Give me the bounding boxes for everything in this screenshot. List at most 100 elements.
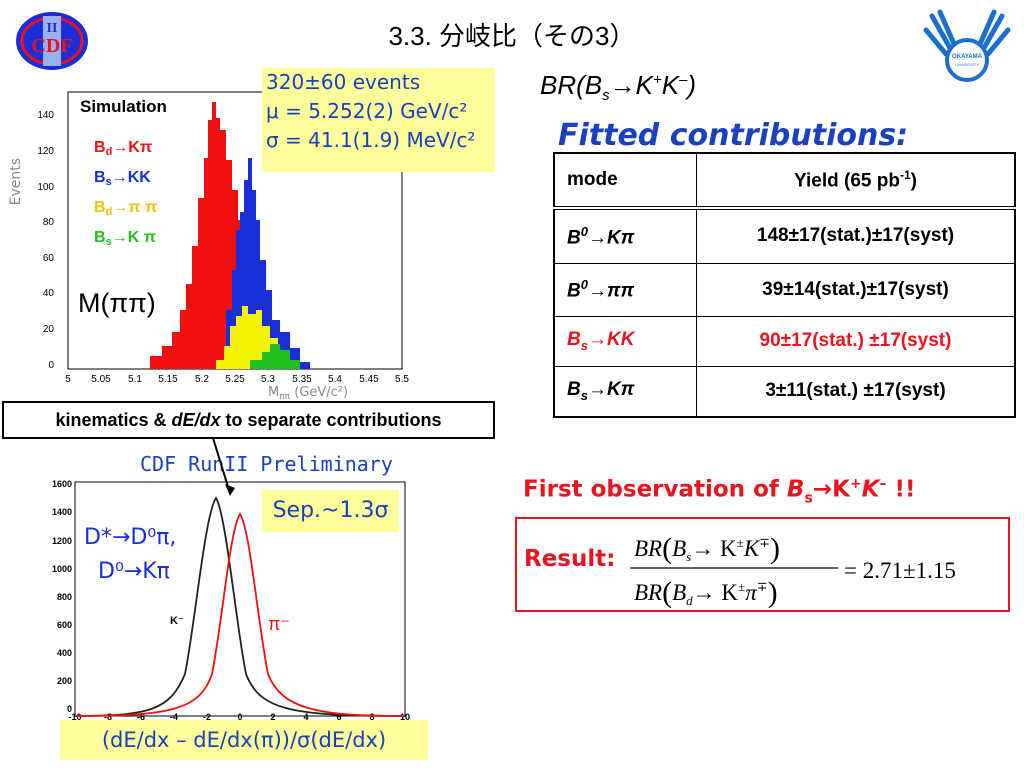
mass-histogram: Events 140 120 100 80 60 40 20 0 5 5.05 … (8, 91, 409, 400)
pion-curve (74, 512, 406, 717)
table-row: B0→Kπ 148±17(stat.)±17(syst) (553, 207, 1016, 264)
mass-xlabel-sub: ππ (279, 392, 290, 400)
legend-item-bs-kk: Bs→KK (94, 169, 151, 188)
events-summary-box: 320±60 events μ = 5.252(2) GeV/c² σ = 41… (262, 68, 495, 172)
yield-table: mode Yield (65 pb-1) B0→Kπ 148±17(stat.)… (553, 152, 1016, 418)
upper-xtick-label: 5 (65, 374, 71, 385)
table-row: Bs→KK 90±17(stat.) ±17(syst) (553, 315, 1016, 367)
upper-xtick-label: 5.2 (195, 374, 209, 385)
legend-rest: →KK (112, 169, 152, 186)
den-b: B (672, 580, 686, 605)
kinematics-pre: kinematics & (55, 410, 172, 430)
upper-xtick-label: 5.45 (359, 374, 379, 385)
legend-item-bs-kpi: Bs→K π (94, 229, 156, 248)
br-title-main: BR(B (540, 70, 603, 100)
first-obs-sub: s (804, 490, 813, 507)
br-title-arrow: →K (609, 70, 653, 100)
row-mode: B0→Kπ (553, 207, 697, 264)
kinematics-post: to separate contributions (220, 410, 442, 430)
br-title-close: ) (687, 70, 697, 100)
row-mode-rest: →ππ (587, 280, 635, 302)
lower-ytick-label: 1600 (52, 479, 72, 489)
header-yield-sup: -1 (899, 167, 911, 182)
row-mode-b: B (567, 379, 581, 401)
first-obs-sup1: + (849, 476, 862, 492)
row-value: 148±17(stat.)±17(syst) (696, 207, 1016, 264)
legend-b: B (94, 169, 106, 186)
header-yield-label: Yield (65 pb (794, 170, 900, 191)
kinematics-italic: dE/dx (171, 410, 221, 430)
legend-item-bd-pipi: Bd→π π (94, 199, 157, 218)
ratio-formula: BR(Bs→ K±K∓) BR(Bd→ K±π∓) = 2.71±1.15 (630, 532, 956, 608)
first-observation-text: First observation of Bs→K+K– !! (523, 476, 915, 506)
lower-xtick-label: 4 (303, 712, 308, 720)
fitted-contributions-heading: Fitted contributions: (558, 118, 909, 153)
upper-xtick-label: 5.35 (292, 374, 312, 385)
upper-ytick-label: 120 (37, 146, 54, 157)
slide-title: 3.3. 分岐比（その3） (388, 21, 636, 51)
row-mode-b: B (567, 329, 581, 351)
lower-ytick-label: 1200 (52, 536, 72, 546)
num-pm: ± (737, 535, 744, 550)
first-obs-arrow: →K (812, 476, 850, 503)
header-yield: Yield (65 pb-1) (696, 152, 1016, 210)
upper-ytick-label: 60 (43, 253, 55, 264)
okayama-logo-line2: UNIVERSITY (955, 62, 979, 67)
legend-sub: d (106, 146, 113, 158)
cdf-logo-text: CDF (31, 35, 72, 57)
upper-xtick-label: 5.5 (395, 374, 409, 385)
pointer-arrow (212, 437, 235, 496)
cdf-logo-numeral: II (47, 21, 58, 36)
row-value: 3±11(stat.) ±17(syst) (696, 365, 1016, 418)
row-mode-rest: →Kπ (587, 379, 635, 401)
lower-xtick-label: -4 (170, 712, 178, 720)
k-minus-label: K⁻ (170, 615, 184, 627)
cdf-logo: CDF II (12, 10, 92, 72)
mass-xlabel-unit: (GeV/c²) (290, 385, 348, 400)
row-mode-b: B (567, 280, 581, 302)
row-mode-sup: 0 (580, 223, 588, 239)
row-mode-sub: s (580, 388, 588, 404)
lower-ytick-label: 400 (57, 648, 72, 658)
den-mp: ∓ (757, 579, 768, 594)
row-mode-rest: →Kπ (587, 226, 635, 248)
upper-ytick-label: 40 (43, 288, 55, 299)
br-title-sup1: + (652, 71, 662, 89)
table-header-row: mode Yield (65 pb-1) (553, 152, 1016, 210)
upper-ytick-label: 100 (37, 182, 54, 193)
legend-rest: →K π (112, 229, 156, 246)
bs-kpi-distribution (250, 344, 300, 369)
separation-box: Sep.~1.3σ (262, 490, 399, 532)
mass-mean: μ = 5.252(2) GeV/c² (266, 99, 468, 123)
ratio-value: = 2.71±1.15 (844, 558, 956, 583)
dstar-decay-line2: D⁰→Kπ (98, 559, 170, 584)
den-sub: d (686, 593, 693, 608)
legend-b: B (94, 139, 106, 156)
first-obs-bang: !! (886, 476, 916, 503)
br-title-sub: s (602, 87, 610, 105)
upper-ytick-label: 80 (43, 217, 55, 228)
result-box (515, 517, 1010, 612)
result-label: Result: (524, 546, 616, 572)
upper-yticks: 140 120 100 80 60 40 20 0 (37, 110, 54, 371)
row-mode: Bs→KK (553, 315, 697, 367)
mass-plot-ylabel: Events (8, 158, 24, 205)
upper-xtick-label: 5.3 (261, 374, 275, 385)
numerator: BR(Bs→ K±K∓) (634, 532, 780, 565)
dedx-axis-label-box: (dE/dx – dE/dx(π))/σ(dE/dx) (60, 720, 428, 760)
legend-b: B (94, 199, 106, 216)
header-mode: mode (553, 152, 697, 210)
upper-xtick-label: 5.15 (158, 374, 178, 385)
lower-xtick-label: -2 (203, 712, 211, 720)
row-mode: B0→ππ (553, 262, 697, 317)
num-sub: s (686, 549, 691, 564)
legend-item-bd-kpi: Bd→Kπ (94, 139, 152, 158)
table-row: B0→ππ 39±14(stat.)±17(syst) (553, 262, 1016, 317)
legend-sub: d (106, 206, 113, 218)
mass-xlabel-m: M (268, 385, 279, 400)
okayama-logo-line1: OKAYAMA (952, 54, 983, 60)
events-count: 320±60 events (266, 70, 421, 94)
num-b: B (672, 536, 686, 561)
upper-ytick-label: 140 (37, 110, 54, 121)
row-mode: Bs→Kπ (553, 365, 697, 418)
